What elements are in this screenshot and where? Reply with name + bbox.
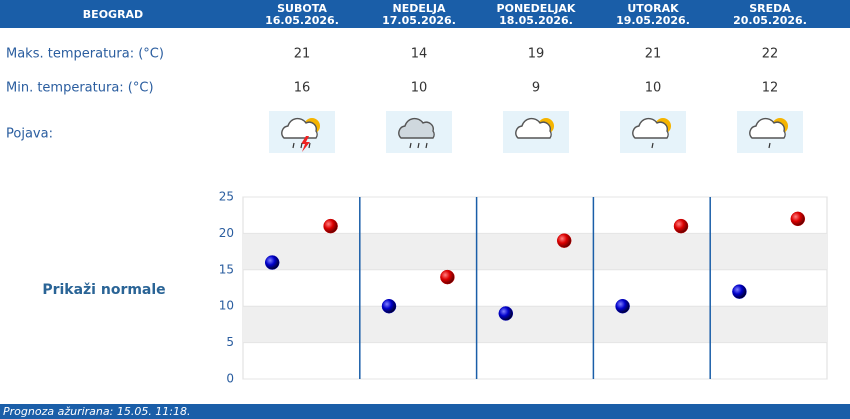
temperature-value: 21 [294, 47, 311, 62]
icon-cloud [515, 117, 552, 139]
icon-drop [425, 142, 428, 149]
temperature-value: 12 [762, 81, 779, 96]
icon-cloud [632, 117, 669, 139]
temperature-value: 14 [411, 47, 428, 62]
y-tick-label: 15 [219, 262, 234, 276]
temperature-dot [556, 233, 572, 248]
icon-cloud [749, 117, 786, 139]
icon-drop [651, 142, 654, 149]
grid-band [243, 306, 827, 343]
row-label: Maks. temperatura: (°C) [6, 47, 164, 62]
header-bar [0, 0, 850, 28]
icon-drop [308, 142, 311, 149]
weather-icon [386, 111, 452, 153]
day-date: 20.05.2026. [733, 14, 807, 27]
y-tick-label: 0 [226, 372, 234, 386]
weather-icon [620, 111, 686, 153]
day-date: 16.05.2026. [265, 14, 339, 27]
temperature-dot [264, 255, 280, 270]
temperature-dot [673, 218, 689, 234]
temperature-dot [615, 298, 630, 314]
icon-cloud [281, 117, 318, 139]
day-name: SREDA [749, 2, 791, 15]
temperature-dot [790, 211, 806, 227]
grid-band [243, 233, 827, 270]
y-tick-label: 5 [226, 335, 234, 349]
icon-drop [768, 142, 771, 149]
y-tick-label: 10 [219, 299, 234, 313]
day-name: NEDELJA [393, 2, 446, 15]
temperature-value: 9 [532, 81, 540, 96]
y-tick-label: 20 [219, 226, 234, 240]
temperature-dot [440, 269, 455, 285]
row-label: Pojava: [6, 127, 53, 142]
footer-text: Prognoza ažurirana: 15.05. 11:18. [3, 405, 191, 418]
temperature-value: 22 [762, 47, 779, 62]
day-date: 17.05.2026. [382, 14, 456, 27]
temperature-value: 10 [645, 81, 662, 96]
temperature-value: 19 [528, 47, 545, 62]
icon-drop [300, 142, 303, 149]
icon-drop [292, 142, 295, 149]
row-label: Min. temperatura: (°C) [6, 81, 154, 96]
day-date: 18.05.2026. [499, 14, 573, 27]
temperature-dot [323, 218, 338, 234]
show-normals-link[interactable]: Prikaži normale [42, 282, 165, 298]
icon-cloud [398, 117, 435, 139]
temperature-dot [732, 284, 747, 299]
temperature-value: 16 [294, 81, 311, 96]
temperature-dot [381, 298, 397, 314]
icon-drop [417, 142, 420, 149]
temperature-value: 10 [411, 81, 428, 96]
icon-bolt [301, 136, 310, 152]
day-name: PONEDELJAK [497, 2, 576, 15]
temperature-value: 21 [645, 47, 662, 62]
footer-bar [0, 404, 850, 419]
icon-drop [409, 142, 412, 149]
day-name: SUBOTA [277, 2, 327, 15]
temperature-dot [498, 306, 514, 321]
weather-icon [503, 111, 569, 153]
city: BEOGRAD [83, 8, 143, 21]
weather-icon [737, 111, 803, 153]
plot-area [242, 196, 828, 380]
y-tick-label: 25 [219, 190, 234, 204]
weather-icon [269, 111, 335, 153]
day-date: 19.05.2026. [616, 14, 690, 27]
day-name: UTORAK [627, 2, 679, 15]
